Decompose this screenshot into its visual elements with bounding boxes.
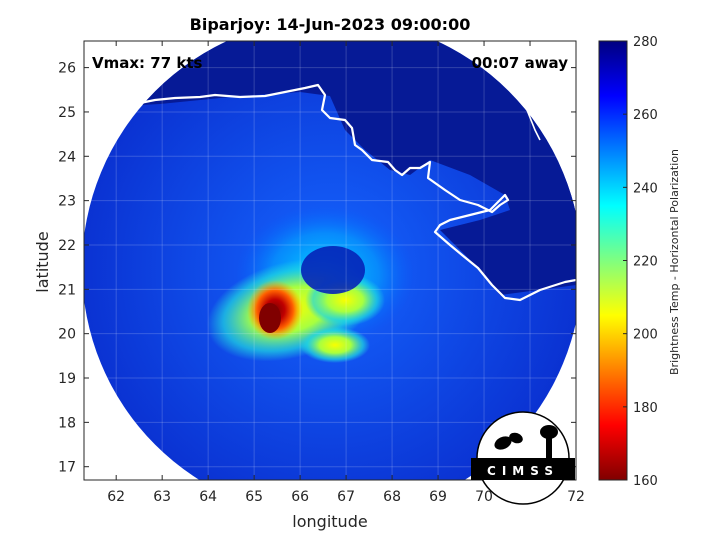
- logo-text: CIMSS: [487, 464, 559, 478]
- plot-area: [84, 41, 576, 480]
- colorbar-tick-label: 180: [633, 401, 658, 416]
- colorbar-tick-label: 240: [633, 181, 658, 196]
- logo-band: [471, 458, 575, 480]
- coastline-north: [489, 59, 541, 141]
- colorbar: 160 180 200 220 240 260 280 Brightness Temp - …: [598, 35, 681, 489]
- colorbar-ticks: 160 180 200 220 240 260 280: [623, 35, 658, 489]
- storm-eye: [301, 246, 365, 294]
- x-tick-label: 67: [337, 489, 355, 505]
- y-tick-label: 25: [58, 105, 76, 121]
- logo-dish-icon: [494, 436, 512, 450]
- rainband-south: [300, 327, 370, 363]
- y-tick-label: 23: [58, 194, 76, 210]
- axes-frame: [83, 40, 577, 481]
- time-offset-label: 00:07 away: [472, 54, 569, 72]
- y-tick-label: 22: [58, 238, 76, 254]
- gridlines: [84, 41, 576, 480]
- x-tick-label: 64: [199, 489, 217, 505]
- colorbar-tick-label: 260: [633, 108, 658, 123]
- x-axis-label: longitude: [292, 512, 367, 531]
- colorbar-tick-label: 280: [633, 35, 658, 50]
- logo-tower-tank-icon: [540, 425, 558, 439]
- y-tick-label: 26: [58, 61, 76, 77]
- x-tick-label: 65: [245, 489, 263, 505]
- colorbar-label: Brightness Temp - Horizontal Polarizatio…: [668, 149, 681, 375]
- colorbar-tick-label: 200: [633, 328, 658, 343]
- cimss-logo: CIMSS: [471, 411, 575, 505]
- x-tick-label: 70: [475, 489, 493, 505]
- y-tick-label: 21: [58, 282, 76, 298]
- colorbar-tick-label: 160: [633, 474, 658, 489]
- logo-dish-small-icon: [509, 432, 523, 444]
- chart-title: Biparjoy: 14-Jun-2023 09:00:00: [190, 15, 471, 34]
- vmax-label: Vmax: 77 kts: [92, 54, 202, 72]
- x-tick-label: 63: [153, 489, 171, 505]
- land-region: [84, 41, 576, 295]
- x-tick-label: 62: [107, 489, 125, 505]
- cold-core-center: [259, 303, 281, 333]
- y-tick-label: 24: [58, 149, 76, 165]
- satellite-swath: [84, 41, 576, 480]
- x-tick-label: 72: [567, 489, 585, 505]
- colorbar-tick-label: 220: [633, 255, 658, 270]
- logo-tower-icon: [546, 438, 552, 458]
- y-axis-label: latitude: [33, 231, 52, 292]
- y-tick-label: 19: [58, 371, 76, 387]
- y-tick-label: 17: [58, 460, 76, 476]
- y-axis-ticks: 17 18 19 20 21 22 23 24 25 26: [58, 61, 576, 476]
- x-tick-label: 69: [429, 489, 447, 505]
- y-tick-label: 18: [58, 415, 76, 431]
- colorbar-gradient: [598, 40, 628, 481]
- x-tick-label: 68: [383, 489, 401, 505]
- x-tick-label: 66: [291, 489, 309, 505]
- y-tick-label: 20: [58, 327, 76, 343]
- coastline: [84, 83, 576, 302]
